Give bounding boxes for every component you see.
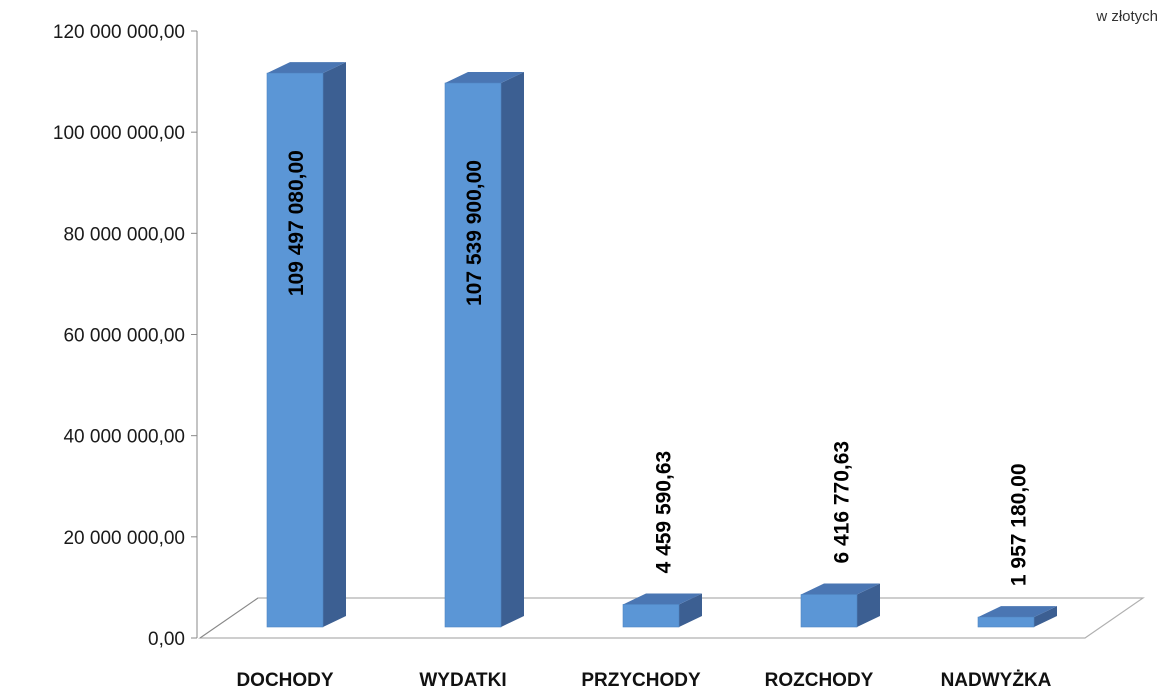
bar-front <box>800 594 858 628</box>
x-tick-label: WYDATKI <box>419 670 506 690</box>
bar-dochody <box>266 62 346 628</box>
bar-side <box>679 593 702 627</box>
bar-side <box>501 72 524 627</box>
floor-depth-edge <box>199 597 259 639</box>
x-tick-label: ROZCHODY <box>765 670 874 690</box>
data-label: 109 497 080,00 <box>285 150 308 296</box>
y-tick-label: 80 000 000,00 <box>63 224 185 245</box>
bar-front <box>977 616 1035 628</box>
bar-rozchody <box>800 583 880 628</box>
bar-front <box>622 604 680 628</box>
bar-nadwyżka <box>977 606 1057 628</box>
y-tick-label: 100 000 000,00 <box>53 123 185 144</box>
data-label: 4 459 590,63 <box>653 451 676 574</box>
bar-top <box>978 606 1057 618</box>
y-tick-label: 120 000 000,00 <box>53 22 185 43</box>
bar-top <box>267 62 346 74</box>
y-tick-label: 40 000 000,00 <box>63 427 185 448</box>
bar-top <box>623 593 702 605</box>
bar-side <box>857 583 880 627</box>
x-tick-label: DOCHODY <box>236 670 333 690</box>
bar-front <box>266 72 324 628</box>
x-axis: DOCHODY WYDATKI PRZYCHODY ROZCHODY NADWYŻKA <box>236 670 1051 690</box>
y-axis: 0,00 20 000 000,00 40 000 000,00 60 000 000… <box>53 22 198 650</box>
bar-przychody <box>622 593 702 628</box>
bar-side <box>1034 606 1057 627</box>
bar-wydatki <box>444 72 524 628</box>
bars <box>266 62 1057 628</box>
x-tick-label: NADWYŻKA <box>941 670 1052 690</box>
bar-front <box>444 82 502 628</box>
bar-side <box>323 62 346 628</box>
data-label: 6 416 770,63 <box>831 441 854 564</box>
data-label: 1 957 180,00 <box>1008 463 1031 586</box>
data-labels: 109 497 080,00 107 539 900,00 4 459 590,63… <box>285 150 1031 586</box>
x-tick-label: PRZYCHODY <box>581 670 701 690</box>
y-tick-label: 60 000 000,00 <box>63 326 185 347</box>
bar-top <box>445 72 524 84</box>
data-label: 107 539 900,00 <box>463 160 486 306</box>
y-tick-label: 20 000 000,00 <box>63 528 185 549</box>
chart-floor <box>198 597 1145 639</box>
y-tick-label: 0,00 <box>148 629 185 650</box>
bar-top <box>801 583 880 595</box>
unit-label: w złotych <box>1095 8 1158 25</box>
